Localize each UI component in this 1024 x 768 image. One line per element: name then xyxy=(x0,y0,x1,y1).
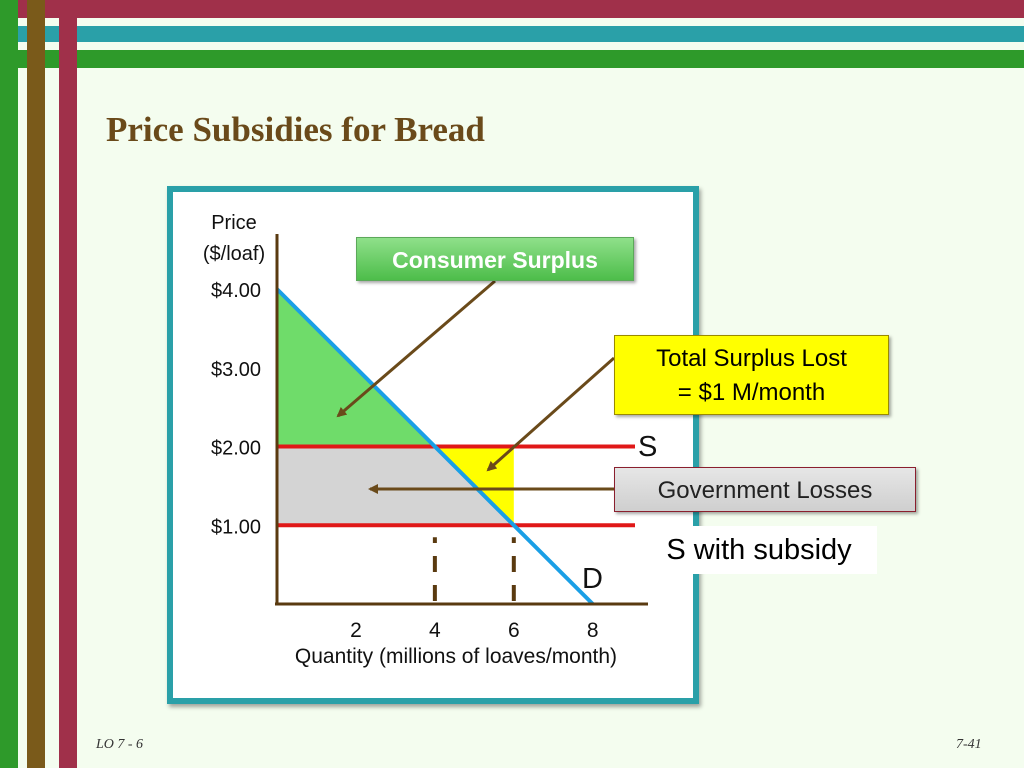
x-tick-label: 2 xyxy=(350,619,362,642)
consumer-surplus-callout: Consumer Surplus xyxy=(356,237,634,281)
left-bar-red xyxy=(59,0,77,768)
y-tick-label: $1.00 xyxy=(211,516,261,538)
x-axis-label: Quantity (millions of loaves/month) xyxy=(295,645,617,668)
surplus-lost-arrow xyxy=(486,356,615,472)
y-tick-label: $3.00 xyxy=(211,359,261,381)
footer-page-number: 7-41 xyxy=(956,737,982,752)
footer-lo: LO 7 - 6 xyxy=(96,737,144,752)
x-tick-label: 8 xyxy=(587,619,599,642)
y-tick-label: $4.00 xyxy=(211,280,261,302)
demand-line xyxy=(275,287,595,606)
slide-title: Price Subsidies for Bread xyxy=(106,110,485,149)
surplus-lost-line1: Total Surplus Lost xyxy=(656,345,847,372)
total-surplus-lost-callout: Total Surplus Lost = $1 M/month xyxy=(614,335,889,415)
y-axis-label-line2: ($/loaf) xyxy=(203,243,265,265)
x-tick-label: 4 xyxy=(429,619,441,642)
government-losses-callout: Government Losses xyxy=(614,467,916,512)
consumer-surplus-arrow xyxy=(336,279,496,418)
x-tick-label: 6 xyxy=(508,619,520,642)
top-bar-green xyxy=(0,50,1024,68)
y-axis-label-line1: Price xyxy=(211,212,257,234)
top-bar-teal xyxy=(0,26,1024,42)
demand-label: D xyxy=(582,563,603,595)
top-bar-red xyxy=(0,0,1024,18)
surplus-lost-line2: = $1 M/month xyxy=(677,379,826,406)
left-bar-green xyxy=(0,0,18,768)
s-with-subsidy-label: S with subsidy xyxy=(641,526,877,574)
left-bar-brown xyxy=(27,0,45,768)
supply-label: S xyxy=(638,431,657,463)
y-tick-label: $2.00 xyxy=(211,438,261,460)
